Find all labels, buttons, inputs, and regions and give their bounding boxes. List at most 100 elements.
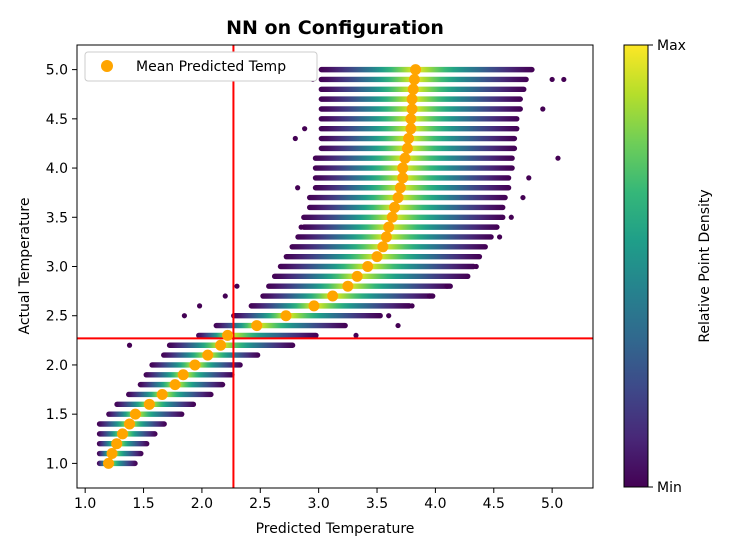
- plot-area: [77, 45, 593, 488]
- mean-predicted-point: [202, 349, 214, 361]
- colorbar: Max Min Relative Point Density: [623, 38, 713, 496]
- density-band: [143, 372, 235, 378]
- mean-predicted-point: [389, 201, 401, 213]
- mean-predicted-point: [103, 457, 115, 469]
- density-band: [318, 145, 518, 152]
- mean-predicted-point: [408, 73, 420, 85]
- density-band: [196, 332, 319, 339]
- outlier-point: [353, 332, 359, 339]
- density-band: [289, 244, 488, 250]
- legend: Mean Predicted Temp: [84, 51, 318, 82]
- density-band: [96, 440, 150, 447]
- outlier-point: [520, 194, 526, 201]
- density-band: [266, 283, 453, 289]
- density-band: [260, 293, 436, 299]
- x-tick-label: 5.0: [541, 496, 563, 512]
- x-tick-label: 2.5: [249, 496, 271, 512]
- outlier-point: [473, 263, 479, 270]
- density-band: [301, 214, 506, 220]
- mean-predicted-point: [377, 241, 389, 253]
- density-band: [277, 263, 477, 270]
- mean-predicted-point: [403, 133, 415, 145]
- mean-predicted-point: [351, 270, 363, 282]
- legend-box: [84, 51, 318, 82]
- mean-predicted-point: [383, 221, 395, 233]
- mean-predicted-point: [362, 261, 374, 272]
- mean-predicted-point: [117, 428, 129, 440]
- mean-predicted-point: [251, 320, 263, 332]
- mean-predicted-point: [394, 182, 406, 194]
- y-tick-label: 1.0: [46, 456, 68, 472]
- y-tick-label: 1.5: [46, 407, 68, 423]
- colorbar-tick-min: Min: [657, 480, 682, 496]
- density-band: [96, 450, 144, 457]
- density-band: [96, 460, 138, 467]
- x-tick-label: 2.0: [191, 496, 213, 512]
- outlier-point: [196, 303, 203, 309]
- mean-predicted-point: [397, 172, 409, 184]
- chart-title: NN on Configuration: [226, 17, 444, 39]
- density-band: [166, 342, 296, 348]
- mean-predicted-point: [380, 231, 392, 243]
- mean-predicted-point: [405, 113, 417, 125]
- density-band: [306, 204, 506, 211]
- density-band: [312, 175, 512, 181]
- density-band: [213, 322, 348, 329]
- mean-predicted-point: [327, 290, 339, 302]
- density-band: [318, 116, 520, 122]
- mean-predicted-point: [129, 408, 141, 420]
- mean-predicted-point: [124, 418, 136, 430]
- outlier-point: [386, 313, 392, 319]
- outlier-point: [234, 283, 240, 289]
- density-band: [301, 224, 500, 230]
- outlier-point: [181, 313, 188, 319]
- reference-lines: [77, 45, 593, 488]
- mean-predicted-point: [222, 329, 234, 341]
- density-band: [283, 253, 483, 260]
- mean-predicted-point: [111, 438, 123, 450]
- mean-predicted-point: [215, 339, 227, 351]
- density-band: [318, 106, 523, 112]
- outlier-point: [292, 135, 298, 142]
- outlier-point: [508, 214, 514, 220]
- outlier-point: [549, 76, 555, 83]
- outlier-point: [561, 76, 567, 83]
- mean-predicted-point: [406, 103, 418, 115]
- outlier-point: [302, 126, 308, 132]
- y-tick-label: 4.0: [46, 161, 68, 177]
- outlier-point: [298, 224, 304, 230]
- mean-predicted-point: [308, 300, 320, 312]
- mean-predicted-point: [392, 192, 404, 204]
- outlier-point: [126, 342, 133, 348]
- outlier-point: [295, 185, 301, 191]
- outlier-point: [497, 234, 503, 240]
- mean-predicted-point: [399, 152, 411, 164]
- mean-predicted-point: [371, 251, 383, 263]
- mean-predicted-point: [169, 379, 181, 391]
- outlier-point: [526, 175, 532, 181]
- outlier-point: [426, 293, 433, 299]
- density-band: [248, 303, 413, 309]
- outlier-point: [444, 283, 450, 289]
- x-tick-label: 4.5: [483, 496, 505, 512]
- y-tick-label: 2.0: [46, 358, 68, 374]
- density-band: [312, 155, 515, 161]
- outlier-point: [222, 293, 228, 299]
- outlier-point: [540, 106, 546, 112]
- x-tick-label: 1.0: [74, 496, 96, 512]
- outlier-point: [409, 303, 415, 309]
- density-band: [231, 313, 383, 319]
- density-band: [126, 391, 214, 398]
- x-tick-label: 3.5: [366, 496, 388, 512]
- x-tick-label: 3.0: [308, 496, 330, 512]
- y-axis-label: Actual Temperature: [17, 198, 33, 335]
- mean-predicted-point: [386, 211, 398, 223]
- mean-predicted-point: [189, 359, 201, 371]
- density-band: [318, 66, 535, 73]
- x-tick-label: 1.5: [132, 496, 154, 512]
- y-tick-label: 5.0: [46, 63, 68, 79]
- outlier-point: [395, 322, 401, 329]
- mean-predicted-point: [143, 398, 155, 410]
- colorbar-gradient: [623, 44, 649, 488]
